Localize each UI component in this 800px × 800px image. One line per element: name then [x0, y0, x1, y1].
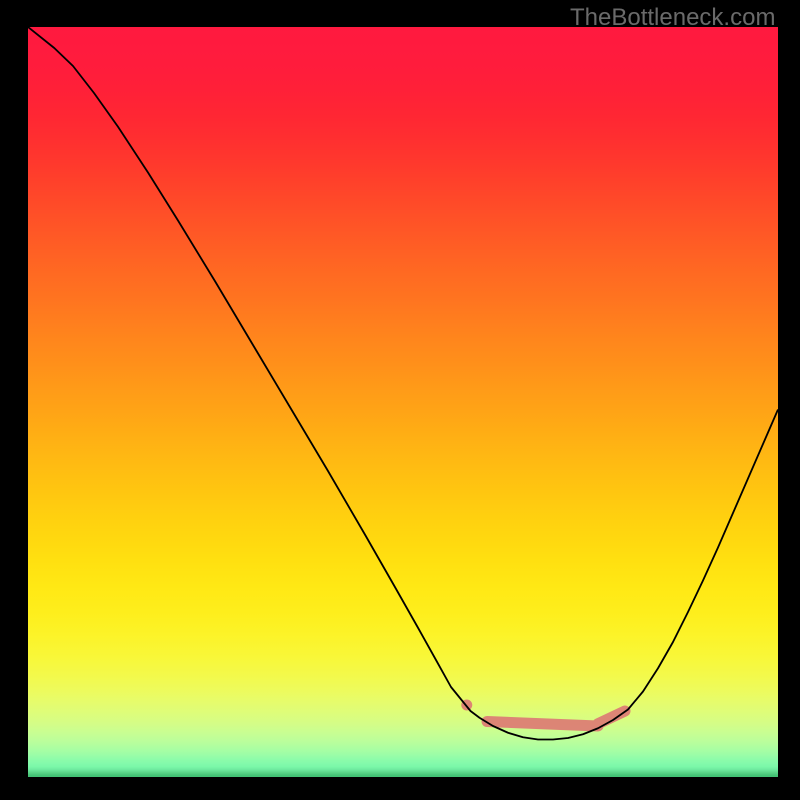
chart-svg [28, 27, 778, 777]
chart-stage: TheBottleneck.com [0, 0, 800, 800]
plot-area [28, 27, 778, 777]
chart-background [28, 27, 778, 777]
watermark-text: TheBottleneck.com [570, 4, 775, 32]
